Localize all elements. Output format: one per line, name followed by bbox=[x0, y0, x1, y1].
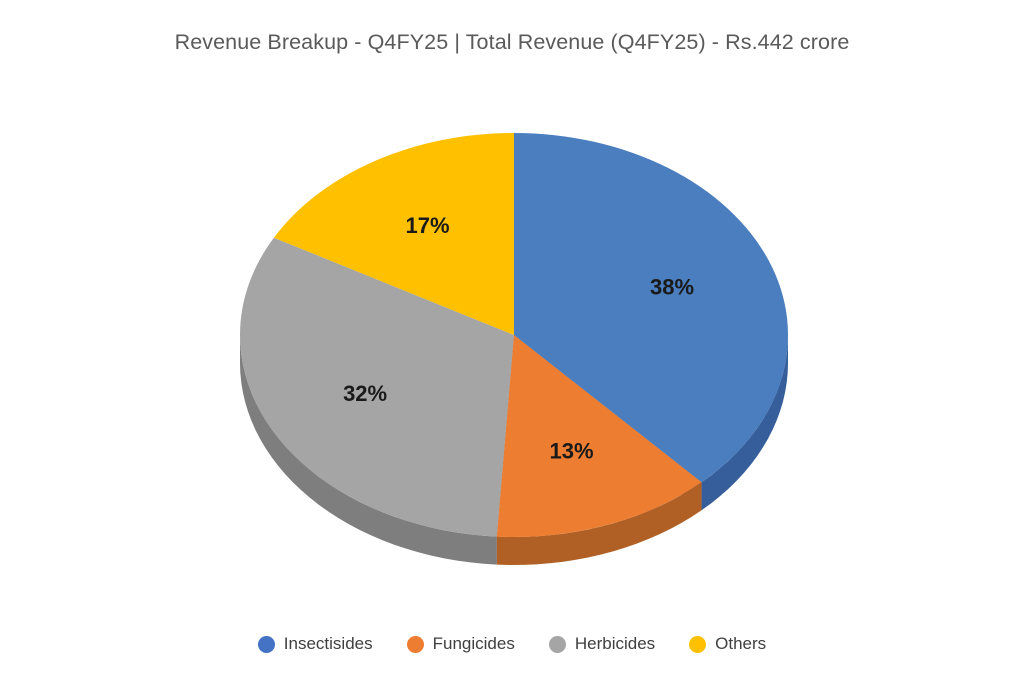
legend-color-swatch-icon bbox=[257, 635, 275, 653]
pie-slice-others[interactable] bbox=[273, 133, 514, 335]
legend-item[interactable]: Others bbox=[689, 634, 766, 654]
pie-data-labels: 38% 13% 32% 17% bbox=[343, 213, 694, 464]
pie-slice-herbicides[interactable] bbox=[240, 237, 514, 537]
pie-data-label-herbicides: 32% bbox=[343, 381, 387, 406]
legend-item-label: Others bbox=[715, 634, 767, 653]
legend-color-swatch-icon bbox=[689, 635, 707, 653]
legend-item[interactable]: Herbicides bbox=[548, 634, 656, 654]
pie-data-label-others: 17% bbox=[405, 213, 449, 238]
legend-color-swatch-icon bbox=[548, 635, 566, 653]
chart-title: Revenue Breakup - Q4FY25 | Total Revenue… bbox=[174, 30, 850, 54]
pie-slice-fungicides[interactable] bbox=[496, 335, 702, 537]
legend-item-label: Herbicides bbox=[574, 634, 656, 653]
chart-legend: Insectisides Fungicides Herbicides Others bbox=[0, 634, 1024, 654]
pie-data-label-fungicides: 13% bbox=[549, 439, 593, 464]
legend-color-swatch-icon bbox=[406, 635, 424, 653]
pie-slice-side-herbicides bbox=[240, 335, 497, 565]
pie-slice-side-insectisides bbox=[701, 335, 788, 511]
pie-data-label-insectisides: 38% bbox=[650, 275, 694, 300]
legend-item-label: Fungicides bbox=[432, 634, 515, 653]
pie-top-faces bbox=[240, 133, 789, 537]
legend-item-label: Insectisides bbox=[283, 634, 373, 653]
pie-slice-insectisides[interactable] bbox=[514, 133, 789, 483]
legend-item[interactable]: Fungicides bbox=[406, 634, 515, 654]
pie-slice-side-fungicides bbox=[496, 482, 702, 565]
legend-item[interactable]: Insectisides bbox=[257, 634, 373, 654]
